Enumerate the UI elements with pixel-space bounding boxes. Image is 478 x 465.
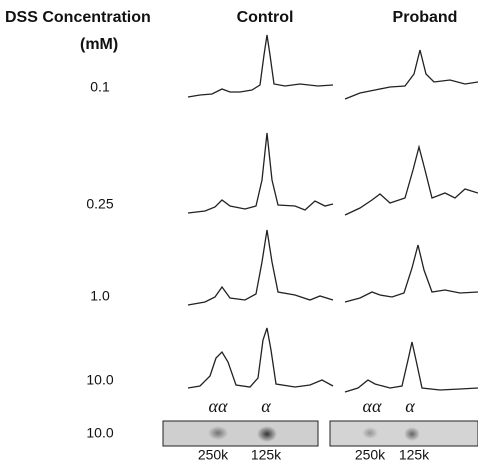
column-title: Proband xyxy=(393,9,458,26)
column-title: Control xyxy=(237,9,294,26)
trace xyxy=(188,35,333,97)
header-title: DSS Concentration xyxy=(5,9,151,26)
header-unit: (mM) xyxy=(80,36,118,53)
gel-lane xyxy=(330,421,478,446)
trace xyxy=(188,230,333,305)
trace xyxy=(188,133,333,213)
peak-label: αα xyxy=(209,396,228,416)
trace xyxy=(188,328,333,388)
row-label: 10.0 xyxy=(86,425,113,441)
traces xyxy=(188,35,478,392)
gel-band xyxy=(257,426,277,442)
row-label: 1.0 xyxy=(90,288,110,304)
peak-label: α xyxy=(405,396,415,416)
gel xyxy=(163,421,478,446)
gel-band xyxy=(404,427,420,441)
trace xyxy=(345,245,478,302)
gel-label: 125k xyxy=(251,447,282,463)
trace xyxy=(345,147,478,215)
gel-label: 250k xyxy=(198,447,229,463)
gel-label: 125k xyxy=(399,447,430,463)
row-label: 0.1 xyxy=(90,79,110,95)
figure: DSS Concentration (mM) Control Proband 0… xyxy=(0,0,478,465)
row-label: 0.25 xyxy=(86,196,113,212)
gel-band xyxy=(208,426,228,440)
gel-lane xyxy=(163,421,318,446)
gel-label: 250k xyxy=(355,447,386,463)
trace xyxy=(345,342,478,392)
row-label: 10.0 xyxy=(86,372,113,388)
peak-label: α xyxy=(261,396,271,416)
peak-label: αα xyxy=(363,396,382,416)
trace xyxy=(345,50,478,99)
gel-band xyxy=(362,427,378,439)
